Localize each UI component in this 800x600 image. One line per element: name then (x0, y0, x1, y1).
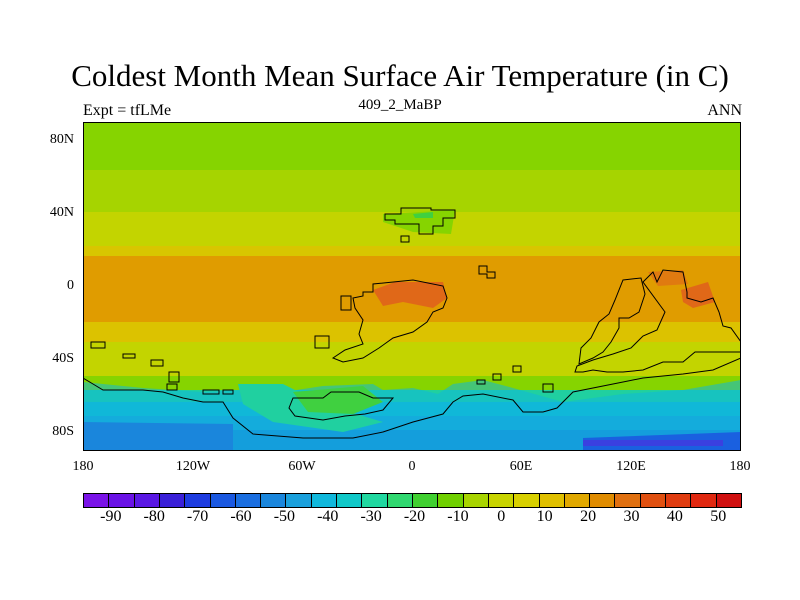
coast-sa3 (512, 365, 522, 373)
coast-north-dot (400, 235, 410, 243)
coast-wp2 (122, 353, 136, 359)
coast-wp3 (150, 359, 164, 367)
coast-sa1 (476, 379, 486, 385)
coastlines (83, 207, 741, 439)
colorbar-label: -20 (403, 508, 426, 525)
coast-wp1 (90, 341, 106, 349)
colorbar-cell (234, 493, 262, 508)
coast-asia (578, 277, 646, 365)
colorbar-label: 0 (497, 508, 506, 525)
colorbar-label: -60 (230, 508, 252, 525)
colorbar-cell (665, 493, 692, 508)
hot-spot-africa (373, 282, 447, 308)
colorbar-cell (538, 493, 565, 508)
lon-label-180e: 180 (729, 459, 751, 474)
coast-south-small3 (222, 389, 234, 395)
colorbar-cell (184, 493, 211, 508)
cold-west (83, 422, 233, 451)
coast-south-small2 (202, 389, 220, 395)
colorbar-cell (361, 493, 388, 508)
north-green-blob (383, 210, 455, 234)
coast-antarctic (83, 357, 741, 439)
coast-sa2 (492, 373, 502, 381)
colorbar-label: -70 (186, 508, 209, 525)
lat-label-40n: 40N (49, 205, 74, 220)
lon-label-60e: 60E (509, 459, 533, 474)
lon-label-180w: 180 (72, 459, 94, 474)
band-north-warm (83, 246, 741, 256)
hot-spot-asia (648, 270, 688, 286)
hot-spot-pacific (681, 282, 715, 308)
colorbar-cell (260, 493, 287, 508)
coast-south-island1 (288, 391, 395, 421)
colorbar-label: 10 (536, 508, 553, 525)
colorbar-cell (690, 493, 717, 508)
north-dark-green (413, 212, 433, 218)
band-south-sub (83, 342, 741, 376)
map-frame (83, 122, 741, 451)
coast-midafrica-small (340, 295, 352, 311)
colorbar-label: -50 (273, 508, 296, 525)
plot-title: Coldest Month Mean Surface Air Temperatu… (71, 58, 729, 93)
colorbar-cell (614, 493, 641, 508)
coast-east-drop (542, 383, 554, 393)
colorbar-cell (412, 493, 439, 508)
colorbar-cell (285, 493, 312, 508)
temperature-map (83, 122, 741, 451)
colorbar-cell (589, 493, 616, 508)
coast-wp4 (168, 371, 180, 383)
colorbar-cell (715, 493, 742, 508)
lon-label-120e: 120E (616, 459, 646, 474)
colorbar-label: 30 (623, 508, 640, 525)
deep-cold-stripe (583, 440, 723, 446)
colorbar-cell (83, 493, 110, 508)
season-label: ANN (707, 102, 742, 119)
coast-east-island (478, 265, 496, 279)
colorbar-cell (513, 493, 540, 508)
lat-label-0: 0 (67, 278, 74, 293)
lat-label-40s: 40S (52, 351, 74, 366)
colorbar-label: 20 (580, 508, 597, 525)
band-polar-north (83, 122, 741, 170)
colorbar-cell (310, 493, 338, 508)
lon-label-60w: 60W (288, 459, 316, 474)
colorbar-label: -40 (317, 508, 339, 525)
colorbar-cell (487, 493, 515, 508)
coast-africa (331, 279, 448, 363)
colorbar-cell (158, 493, 186, 508)
band-north-mid (83, 170, 741, 212)
colorbar-label: -90 (100, 508, 122, 525)
lat-label-80s: 80S (52, 424, 74, 439)
coast-south-small1 (166, 383, 178, 391)
coast-asia-east (574, 269, 741, 373)
colorbar-cell (563, 493, 591, 508)
coast-mid-box (314, 335, 330, 349)
colorbar-cell (336, 493, 363, 508)
colorbar-cell (639, 493, 667, 508)
colorbar-cell (437, 493, 464, 508)
colorbar-label: 40 (666, 508, 683, 525)
colorbar-cell (462, 493, 489, 508)
colorbar-label: -30 (360, 508, 382, 525)
colorbar-label: -10 (447, 508, 469, 525)
colorbar-cell (133, 493, 160, 508)
run-label: 409_2_MaBP (358, 97, 442, 113)
lat-label-80n: 80N (49, 132, 74, 147)
colorbar-cell (209, 493, 236, 508)
colorbar-label: 50 (710, 508, 727, 525)
coast-north-block (384, 207, 456, 235)
colorbar-cell (386, 493, 413, 508)
lon-label-0: 0 (408, 459, 416, 474)
experiment-label: Expt = tfLMe (83, 102, 172, 119)
colorbar-cell (108, 493, 135, 508)
lon-label-120w: 120W (175, 459, 211, 474)
colorbar-label: -80 (143, 508, 165, 525)
